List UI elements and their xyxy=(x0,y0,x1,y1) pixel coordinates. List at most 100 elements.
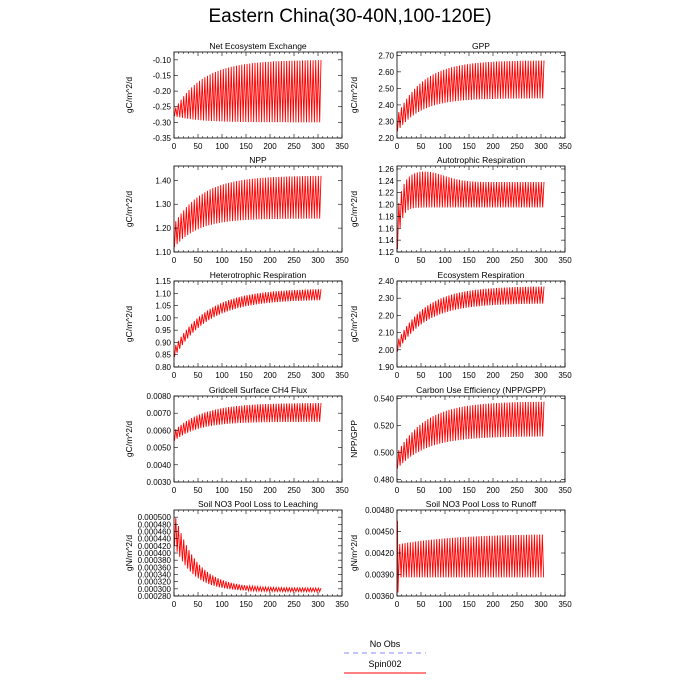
y-axis-label: gC/m^2/d xyxy=(124,77,134,113)
y-tick-label: 0.0050 xyxy=(147,444,172,453)
plot-frame xyxy=(173,509,343,597)
y-tick-label: 1.20 xyxy=(155,224,171,233)
y-tick-label: 2.20 xyxy=(378,311,394,320)
plot-frame xyxy=(173,395,343,483)
y-tick-label: 0.000340 xyxy=(138,571,172,580)
x-tick-label: 200 xyxy=(486,256,500,265)
x-tick-label: 50 xyxy=(194,600,203,609)
y-tick-label: 0.000440 xyxy=(138,535,172,544)
y-tick-label: 1.18 xyxy=(378,212,394,221)
y-tick-label: 0.000320 xyxy=(138,578,172,587)
y-tick-label: -0.25 xyxy=(153,103,172,112)
x-tick-label: 150 xyxy=(462,142,476,151)
x-tick-label: 300 xyxy=(534,600,548,609)
y-tick-label: 1.12 xyxy=(378,248,394,257)
y-tick-label: 1.20 xyxy=(378,201,394,210)
chart-panel-2: GPP 0 50 100 150 200 250 300 350 2.20 2.30 2.40 2.50… xyxy=(349,41,572,151)
x-tick-label: 50 xyxy=(417,142,426,151)
chart-panel-3: NPP 0 50 100 150 200 250 300 350 1.10 1.20 1.30 1.40… xyxy=(124,155,349,265)
y-tick-label: 0.00390 xyxy=(365,571,394,580)
y-axis-label: gC/m^2/d xyxy=(349,191,359,227)
chart-panel-7: Gridcell Surface CH4 Flux 0 50 100 150 200 250… xyxy=(124,385,349,495)
x-tick-label: 350 xyxy=(335,256,349,265)
x-tick-label: 0 xyxy=(395,600,400,609)
data-series-line xyxy=(397,60,545,132)
y-tick-label: 1.24 xyxy=(378,177,394,186)
x-tick-label: 250 xyxy=(287,371,301,380)
legend: No Obs Spin002 xyxy=(344,639,426,674)
x-tick-label: 300 xyxy=(534,486,548,495)
x-tick-label: 50 xyxy=(194,486,203,495)
y-tick-label: 0.500 xyxy=(374,448,395,457)
plot-frame xyxy=(396,165,566,253)
y-tick-label: 1.15 xyxy=(155,277,171,286)
y-tick-label: 0.0070 xyxy=(147,409,172,418)
y-tick-label: 0.00450 xyxy=(365,528,394,537)
x-tick-label: 0 xyxy=(172,371,177,380)
x-tick-label: 250 xyxy=(287,600,301,609)
x-tick-label: 50 xyxy=(417,371,426,380)
x-tick-label: 100 xyxy=(215,371,229,380)
y-tick-label: -0.35 xyxy=(153,134,172,143)
y-tick-label: 1.26 xyxy=(378,165,394,174)
x-tick-label: 300 xyxy=(311,256,325,265)
x-tick-label: 50 xyxy=(194,371,203,380)
y-tick-label: 2.20 xyxy=(378,134,394,143)
x-tick-label: 300 xyxy=(311,600,325,609)
y-tick-label: 2.50 xyxy=(378,84,394,93)
y-tick-label: 2.30 xyxy=(378,294,394,303)
y-tick-label: 0.00420 xyxy=(365,549,394,558)
x-tick-label: 0 xyxy=(172,142,177,151)
x-tick-label: 0 xyxy=(172,256,177,265)
y-tick-label: 1.30 xyxy=(155,200,171,209)
x-tick-label: 200 xyxy=(263,256,277,265)
x-tick-label: 0 xyxy=(395,256,400,265)
x-tick-label: 200 xyxy=(486,371,500,380)
x-tick-label: 350 xyxy=(558,371,572,380)
x-tick-label: 0 xyxy=(395,142,400,151)
x-tick-label: 50 xyxy=(417,486,426,495)
legend-label-spin002: Spin002 xyxy=(368,659,401,669)
x-tick-label: 300 xyxy=(311,142,325,151)
x-tick-label: 250 xyxy=(510,256,524,265)
x-tick-label: 350 xyxy=(558,600,572,609)
y-axis-label: gC/m^2/d xyxy=(124,306,134,342)
x-tick-label: 50 xyxy=(194,256,203,265)
y-tick-label: 1.05 xyxy=(155,302,171,311)
data-series-line xyxy=(174,403,322,441)
x-tick-label: 300 xyxy=(311,371,325,380)
chart-title: Net Ecosystem Exchange xyxy=(209,41,307,51)
chart-title: GPP xyxy=(472,41,490,51)
x-tick-label: 250 xyxy=(510,142,524,151)
x-tick-label: 150 xyxy=(239,142,253,151)
y-tick-label: 0.000480 xyxy=(138,520,172,529)
y-tick-label: 2.00 xyxy=(378,346,394,355)
y-tick-label: 2.60 xyxy=(378,68,394,77)
data-series-line xyxy=(174,517,322,594)
x-tick-label: 100 xyxy=(215,600,229,609)
x-tick-label: 300 xyxy=(534,256,548,265)
data-series-line xyxy=(397,401,545,469)
x-tick-label: 200 xyxy=(263,600,277,609)
y-tick-label: 0.0060 xyxy=(147,426,172,435)
x-tick-label: 200 xyxy=(263,142,277,151)
x-tick-label: 300 xyxy=(534,371,548,380)
x-tick-label: 150 xyxy=(462,371,476,380)
x-tick-label: 250 xyxy=(510,600,524,609)
x-tick-label: 200 xyxy=(486,600,500,609)
x-tick-label: 100 xyxy=(215,142,229,151)
y-tick-label: 2.10 xyxy=(378,329,394,338)
x-tick-label: 300 xyxy=(534,142,548,151)
y-axis-label: gN/m^2/d xyxy=(124,535,134,571)
y-tick-label: 0.000360 xyxy=(138,563,172,572)
x-tick-label: 100 xyxy=(215,256,229,265)
x-tick-label: 100 xyxy=(438,256,452,265)
x-tick-label: 350 xyxy=(558,256,572,265)
y-tick-label: 1.00 xyxy=(155,314,171,323)
y-tick-label: 0.000500 xyxy=(138,513,172,522)
chart-panel-6: Ecosystem Respiration 0 50 100 150 200 250 300 3… xyxy=(349,270,572,380)
chart-panel-4: Autotrophic Respiration 0 50 100 150 200 250 30… xyxy=(349,155,572,265)
x-tick-label: 100 xyxy=(438,142,452,151)
y-tick-label: 0.90 xyxy=(155,338,171,347)
